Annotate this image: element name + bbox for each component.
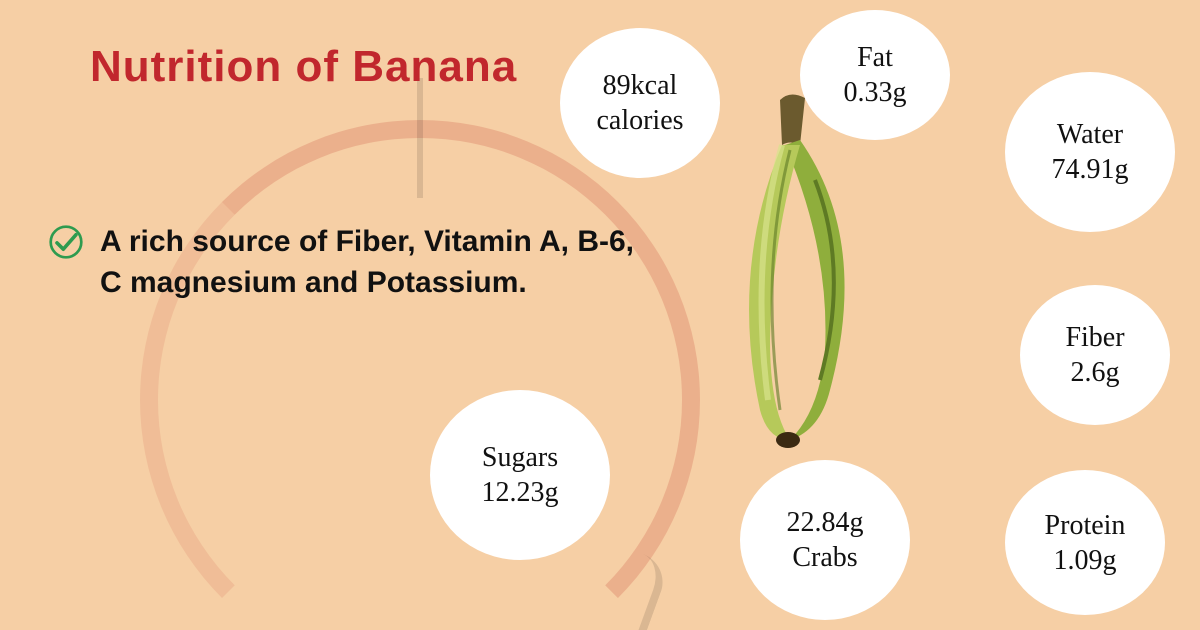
bubble-fiber: Fiber 2.6g <box>1020 285 1170 425</box>
bubble-sugars-value: 12.23g <box>482 475 559 510</box>
bubble-fiber-label: Fiber <box>1065 320 1124 355</box>
bubble-calories-label: calories <box>596 103 683 138</box>
bubble-fat: Fat 0.33g <box>800 10 950 140</box>
bubble-calories-value: 89kcal <box>603 68 678 103</box>
bubble-water-label: Water <box>1057 117 1123 152</box>
infographic-canvas: Nutrition of Banana A rich source of Fib… <box>0 0 1200 630</box>
bubble-protein-label: Protein <box>1045 508 1126 543</box>
banana-illustration <box>690 90 890 460</box>
bubble-water-value: 74.91g <box>1052 152 1129 187</box>
bubble-fat-value: 0.33g <box>844 75 907 110</box>
bubble-fat-label: Fat <box>857 40 893 75</box>
benefit-text: A rich source of Fiber, Vitamin A, B-6, … <box>100 222 660 303</box>
bubble-carbs-value: 22.84g <box>787 505 864 540</box>
bubble-sugars: Sugars 12.23g <box>430 390 610 560</box>
bubble-carbs-label: Crabs <box>792 540 857 575</box>
bubble-carbs: 22.84g Crabs <box>740 460 910 620</box>
page-title: Nutrition of Banana <box>90 42 517 92</box>
bubble-water: Water 74.91g <box>1005 72 1175 232</box>
bubble-calories: 89kcal calories <box>560 28 720 178</box>
bubble-fiber-value: 2.6g <box>1071 355 1120 390</box>
check-icon <box>48 224 84 260</box>
bubble-protein-value: 1.09g <box>1054 543 1117 578</box>
bubble-protein: Protein 1.09g <box>1005 470 1165 615</box>
bubble-sugars-label: Sugars <box>482 440 558 475</box>
